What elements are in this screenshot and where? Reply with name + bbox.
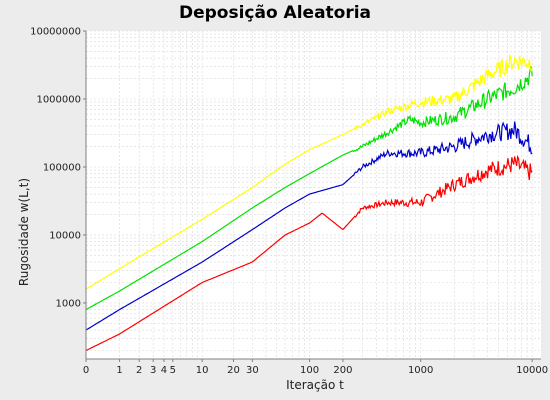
- series-line-4: [85, 54, 533, 290]
- x-tick-label: 20: [227, 365, 240, 376]
- y-tick-label: 1000000: [36, 94, 81, 105]
- x-tick-label: 4: [161, 365, 167, 376]
- plot-background: [86, 31, 541, 359]
- x-axis-label: Iteração t: [286, 378, 344, 392]
- x-tick-label: 3: [150, 365, 156, 376]
- series-group: [85, 54, 533, 352]
- x-tick-label: 30: [246, 365, 259, 376]
- y-tick-label: 10000000: [30, 27, 81, 38]
- x-tick-label: 10: [196, 365, 209, 376]
- series-line-3: [85, 66, 533, 311]
- grid: [86, 30, 541, 359]
- x-tick-label: 1: [116, 365, 122, 376]
- y-tick-label: 100000: [43, 162, 81, 173]
- x-tick-label: 5: [170, 365, 176, 376]
- x-tick-label: 200: [333, 365, 352, 376]
- axes: 0 1 2 3 4 5 10 20 30 100 200 1000 10000 1000 10000 1000…: [30, 27, 548, 377]
- series-line-2: [85, 121, 533, 331]
- x-tick-label: 100: [300, 365, 319, 376]
- chart-title: Deposição Aleatoria: [178, 3, 372, 23]
- x-tick-label: 1000: [408, 365, 433, 376]
- series-line-1: [85, 154, 533, 352]
- y-tick-label: 10000: [49, 230, 81, 241]
- x-tick-label: 2: [136, 365, 142, 376]
- y-tick-label: 1000: [56, 298, 81, 309]
- x-tick-label: 10000: [516, 365, 548, 376]
- x-tick-label: 0: [83, 365, 89, 376]
